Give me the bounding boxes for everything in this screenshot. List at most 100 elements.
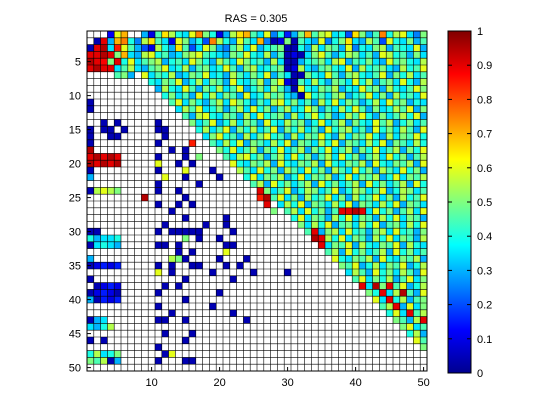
heatmap-cell [331,44,339,52]
heatmap-cell [359,269,366,276]
heatmap-cell [195,235,203,242]
heatmap-cell [406,309,414,317]
heatmap-cell [189,85,196,93]
heatmap-cell [406,241,414,249]
heatmap-cell [325,187,332,195]
heatmap-cell [114,51,121,59]
heatmap-cell [386,289,393,297]
heatmap-cell [420,133,427,140]
heatmap-cell [243,146,251,154]
heatmap-cell [121,58,128,65]
heatmap-cell [216,99,223,106]
heatmap-cell [399,323,407,331]
heatmap-cell [284,146,291,154]
heatmap-cell [284,51,291,59]
heatmap-cell [223,105,230,113]
heatmap-cell [406,133,414,140]
heatmap-cell [413,282,421,290]
heatmap-cell [161,133,169,140]
heatmap-cell [338,126,346,133]
heatmap-cell [325,105,332,113]
heatmap-cell [420,139,427,147]
heatmap-cell [372,31,380,38]
y-tick-label: 35 [69,261,81,273]
heatmap-cell [297,85,305,93]
heatmap-cell [155,51,162,59]
heatmap-cell [386,255,393,263]
heatmap-cell [379,201,387,208]
heatmap-cell [250,112,257,120]
heatmap-cell [304,51,312,59]
heatmap-cell [100,296,108,303]
heatmap-cell [331,65,339,72]
heatmap-cell [243,85,251,93]
heatmap-cell [209,139,217,147]
heatmap-cell [318,187,325,195]
heatmap-cell [250,31,257,38]
heatmap-cell [107,235,115,242]
heatmap-cell [304,146,312,154]
heatmap-cell [270,71,278,79]
heatmap-cell [277,85,285,93]
heatmap-cell [393,126,400,133]
heatmap-cell [236,71,244,79]
heatmap-cell [284,133,291,140]
heatmap-cell [229,65,237,72]
heatmap-cell [420,343,427,351]
heatmap-cell [189,201,196,208]
heatmap-cell [325,139,332,147]
heatmap-cell [318,119,325,127]
heatmap-cell [399,221,407,229]
heatmap-cell [372,139,380,147]
heatmap-cell [270,133,278,140]
heatmap-cell [250,71,257,79]
heatmap-cell [420,262,427,269]
heatmap-cell [325,58,332,65]
heatmap-cell [277,133,285,140]
heatmap-cell [413,92,421,99]
heatmap-cell [365,92,373,99]
heatmap-cell [189,105,196,113]
heatmap-cell [236,105,244,113]
heatmap-cell [284,92,291,99]
heatmap-cell [406,296,414,303]
heatmap-cell [270,187,278,195]
heatmap-cell [386,296,393,303]
heatmap-cell [202,85,210,93]
heatmap-cell [331,105,339,113]
heatmap-cell [318,146,325,154]
heatmap-cell [223,44,230,52]
heatmap-cell [107,160,115,167]
heatmap-cell [359,173,366,181]
heatmap-cell [243,160,251,167]
heatmap-cell [155,78,162,86]
heatmap-cell [372,146,380,154]
heatmap-cell [216,146,223,154]
heatmap-cell [413,44,421,52]
heatmap-cell [399,58,407,65]
heatmap-cell [311,105,319,113]
heatmap-cell [393,133,400,140]
heatmap-cell [318,37,325,45]
heatmap-cell [413,71,421,79]
heatmap-cell [379,78,387,86]
heatmap-cell [182,105,189,113]
heatmap-cell [297,51,305,59]
heatmap-cell [114,44,121,52]
heatmap-cell [379,303,387,310]
heatmap-cell [399,146,407,154]
heatmap-cell [311,71,319,79]
heatmap-cell [318,126,325,133]
heatmap-cell [372,99,380,106]
heatmap-cell [155,187,162,195]
heatmap-cell [406,201,414,208]
heatmap-cell [263,112,271,120]
heatmap-cell [182,235,189,242]
heatmap-cell [202,133,210,140]
heatmap-cell [216,133,223,140]
x-tick-label: 20 [213,377,225,389]
heatmap-cell [325,78,332,86]
heatmap-cell [399,262,407,269]
heatmap-cell [243,167,251,174]
heatmap-cell [277,194,285,201]
